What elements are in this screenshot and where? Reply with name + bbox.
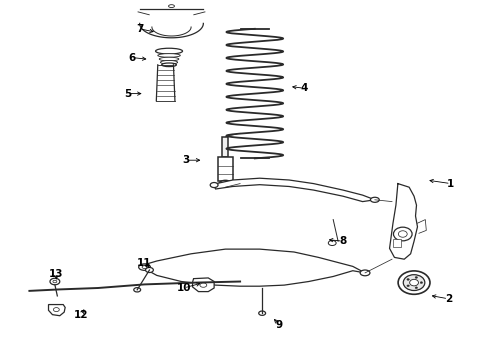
Polygon shape bbox=[49, 305, 65, 316]
Ellipse shape bbox=[50, 278, 60, 285]
Bar bbox=[222, 137, 228, 157]
Ellipse shape bbox=[407, 279, 409, 280]
Ellipse shape bbox=[162, 63, 176, 67]
Ellipse shape bbox=[159, 57, 179, 61]
Ellipse shape bbox=[53, 307, 59, 312]
Text: 3: 3 bbox=[183, 155, 190, 165]
Text: 11: 11 bbox=[137, 258, 152, 268]
Text: 8: 8 bbox=[340, 236, 346, 246]
Ellipse shape bbox=[259, 311, 266, 315]
Ellipse shape bbox=[403, 275, 425, 291]
Ellipse shape bbox=[410, 279, 418, 286]
Ellipse shape bbox=[161, 60, 177, 64]
Polygon shape bbox=[145, 249, 365, 286]
Ellipse shape bbox=[393, 227, 412, 241]
Ellipse shape bbox=[158, 54, 180, 57]
Ellipse shape bbox=[398, 271, 430, 294]
Ellipse shape bbox=[134, 288, 141, 292]
Text: 6: 6 bbox=[129, 53, 136, 63]
Polygon shape bbox=[213, 178, 375, 202]
Ellipse shape bbox=[146, 267, 153, 273]
Ellipse shape bbox=[53, 280, 57, 283]
Text: 12: 12 bbox=[74, 310, 88, 320]
Ellipse shape bbox=[360, 270, 370, 276]
Ellipse shape bbox=[370, 197, 379, 202]
Text: 9: 9 bbox=[276, 320, 283, 330]
Bar bbox=[218, 157, 233, 181]
Ellipse shape bbox=[415, 287, 417, 289]
Bar bbox=[393, 239, 401, 247]
Text: 13: 13 bbox=[49, 269, 64, 279]
Text: 7: 7 bbox=[136, 24, 144, 34]
Text: 2: 2 bbox=[445, 294, 452, 304]
Ellipse shape bbox=[156, 48, 182, 54]
Text: 5: 5 bbox=[124, 89, 131, 99]
Text: 4: 4 bbox=[300, 83, 308, 93]
Ellipse shape bbox=[169, 5, 174, 8]
Ellipse shape bbox=[420, 282, 422, 284]
Ellipse shape bbox=[328, 240, 336, 246]
Ellipse shape bbox=[219, 180, 232, 187]
Ellipse shape bbox=[142, 266, 147, 269]
Ellipse shape bbox=[200, 283, 207, 287]
Ellipse shape bbox=[415, 276, 417, 278]
Ellipse shape bbox=[222, 182, 228, 185]
Ellipse shape bbox=[398, 231, 407, 237]
Text: 1: 1 bbox=[447, 179, 454, 189]
Ellipse shape bbox=[407, 285, 409, 287]
Polygon shape bbox=[193, 278, 214, 292]
Ellipse shape bbox=[139, 264, 150, 270]
Text: 10: 10 bbox=[176, 283, 191, 293]
Ellipse shape bbox=[210, 183, 218, 188]
